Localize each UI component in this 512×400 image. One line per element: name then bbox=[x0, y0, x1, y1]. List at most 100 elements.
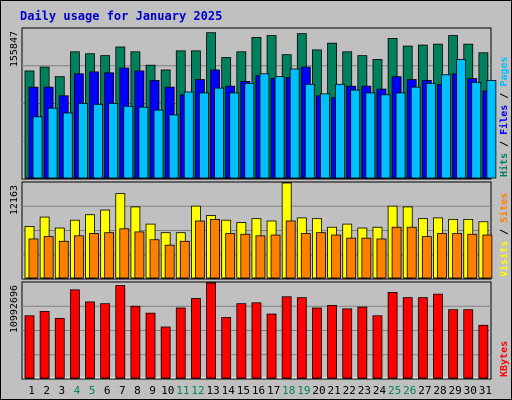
bar-sites-day-3 bbox=[58, 240, 69, 279]
bar-kbytes-day-26 bbox=[402, 297, 413, 379]
bar-sites-day-2 bbox=[43, 236, 54, 279]
bar-sites-day-14 bbox=[225, 233, 236, 279]
bar-pages-day-5 bbox=[93, 103, 103, 179]
x-tick-label-day-10: 10 bbox=[161, 384, 174, 397]
legend-part-2: Files bbox=[498, 105, 510, 135]
bar-sites-day-16 bbox=[255, 235, 266, 279]
bar-kbytes-day-14 bbox=[221, 317, 232, 379]
bar-kbytes-day-24 bbox=[372, 315, 383, 379]
x-tick-label-day-20: 20 bbox=[312, 384, 325, 397]
bar-pages-day-29 bbox=[456, 59, 467, 179]
y-max-label: 12163 bbox=[9, 185, 20, 215]
bar-pages-day-6 bbox=[108, 103, 119, 179]
bar-sites-day-9 bbox=[149, 239, 160, 279]
bar-pages-day-31 bbox=[486, 80, 497, 179]
bar-pages-day-12 bbox=[199, 92, 209, 179]
bar-sites-day-6 bbox=[104, 232, 115, 279]
x-tick-label-day-9: 9 bbox=[149, 384, 156, 397]
x-tick-label-day-30: 30 bbox=[464, 384, 477, 397]
x-tick-label-day-17: 17 bbox=[267, 384, 280, 397]
bar-sites-day-5 bbox=[89, 233, 99, 279]
bar-kbytes-day-9 bbox=[145, 312, 156, 379]
bar-sites-day-8 bbox=[134, 231, 145, 279]
bar-sites-day-28 bbox=[437, 233, 447, 279]
bar-kbytes-day-23 bbox=[357, 306, 368, 379]
bar-kbytes-day-1 bbox=[24, 315, 35, 379]
x-tick-label-day-5: 5 bbox=[89, 384, 96, 397]
bar-sites-day-31 bbox=[482, 234, 493, 279]
x-tick-label-day-21: 21 bbox=[328, 384, 341, 397]
bar-kbytes-day-5 bbox=[85, 301, 95, 379]
x-tick-label-day-4: 4 bbox=[74, 384, 81, 397]
bar-sites-day-23 bbox=[361, 237, 372, 279]
bar-sites-day-1 bbox=[28, 238, 39, 279]
axis-legend: Hits / Files / Pages bbox=[498, 57, 510, 177]
legend-part-0: Visits bbox=[498, 241, 510, 277]
bar-kbytes-day-30 bbox=[463, 309, 474, 379]
x-tick-label-day-22: 22 bbox=[343, 384, 356, 397]
x-tick-label-day-27: 27 bbox=[418, 384, 431, 397]
bar-pages-day-23 bbox=[365, 92, 376, 179]
bar-kbytes-day-10 bbox=[160, 326, 171, 379]
bar-kbytes-day-6 bbox=[100, 303, 111, 379]
legend-part-4: Pages bbox=[499, 57, 510, 87]
bar-pages-day-25 bbox=[395, 92, 406, 179]
x-tick-label-day-3: 3 bbox=[59, 384, 66, 397]
bar-kbytes-day-22 bbox=[342, 308, 353, 379]
bar-kbytes-day-19 bbox=[296, 297, 307, 379]
x-tick-label-day-7: 7 bbox=[119, 384, 126, 397]
panel-hits-files-pages: 155847 Hits / Files / Pages bbox=[9, 27, 510, 180]
x-tick-label-day-29: 29 bbox=[449, 384, 462, 397]
y-max-label: 155847 bbox=[9, 31, 20, 67]
bar-pages-day-27 bbox=[425, 82, 436, 179]
bar-sites-day-12 bbox=[195, 220, 205, 279]
legend-part-0: Hits bbox=[498, 153, 510, 177]
bar-kbytes-day-27 bbox=[417, 297, 428, 379]
legend-part-3: / bbox=[499, 87, 510, 105]
bar-pages-day-14 bbox=[229, 92, 240, 179]
bar-kbytes-day-8 bbox=[130, 305, 141, 379]
bar-sites-day-30 bbox=[467, 233, 478, 279]
bar-pages-day-16 bbox=[259, 73, 270, 179]
bar-pages-day-30 bbox=[471, 81, 482, 179]
panel-kbytes: 10992696 KBytes bbox=[9, 281, 510, 380]
bar-sites-day-27 bbox=[421, 236, 432, 279]
x-tick-label-day-19: 19 bbox=[297, 384, 310, 397]
bar-kbytes-day-4 bbox=[69, 289, 80, 379]
bar-sites-day-15 bbox=[240, 233, 251, 279]
x-tick-label-day-2: 2 bbox=[43, 384, 50, 397]
x-tick-label-day-1: 1 bbox=[28, 384, 35, 397]
bar-kbytes-day-12 bbox=[191, 298, 201, 379]
legend-part-1: / bbox=[499, 135, 510, 153]
x-tick-label-day-18: 18 bbox=[282, 384, 295, 397]
bar-sites-day-11 bbox=[179, 240, 190, 279]
bar-pages-day-17 bbox=[274, 76, 285, 179]
x-tick-label-day-31: 31 bbox=[479, 384, 492, 397]
bar-pages-day-13 bbox=[214, 87, 224, 179]
bar-kbytes-day-28 bbox=[433, 293, 443, 379]
bar-kbytes-day-18 bbox=[281, 296, 292, 379]
x-tick-label-day-14: 14 bbox=[222, 384, 236, 397]
bar-sites-day-29 bbox=[452, 233, 463, 279]
bar-kbytes-day-3 bbox=[54, 317, 65, 379]
bar-pages-day-28 bbox=[441, 74, 451, 179]
bar-pages-day-8 bbox=[138, 106, 149, 179]
bar-pages-day-4 bbox=[77, 103, 88, 179]
legend-part-0: KBytes bbox=[499, 341, 510, 377]
legend-part-1: / bbox=[499, 223, 510, 241]
bar-sites-day-21 bbox=[331, 234, 341, 279]
legend-part-2: Sites bbox=[498, 193, 510, 223]
panel-visits-sites: 12163 Visits / Sites bbox=[9, 181, 510, 280]
x-tick-label-day-8: 8 bbox=[134, 384, 141, 397]
bar-sites-day-4 bbox=[73, 235, 84, 279]
bar-kbytes-day-25 bbox=[387, 292, 398, 379]
bar-sites-day-13 bbox=[210, 219, 220, 279]
x-tick-label-day-25: 25 bbox=[388, 384, 401, 397]
x-tick-label-day-13: 13 bbox=[206, 384, 219, 397]
x-tick-label-day-12: 12 bbox=[191, 384, 204, 397]
bar-kbytes-day-29 bbox=[448, 309, 459, 379]
x-tick-label-day-24: 24 bbox=[373, 384, 387, 397]
bar-kbytes-day-21 bbox=[327, 305, 337, 379]
x-tick-label-day-28: 28 bbox=[433, 384, 446, 397]
